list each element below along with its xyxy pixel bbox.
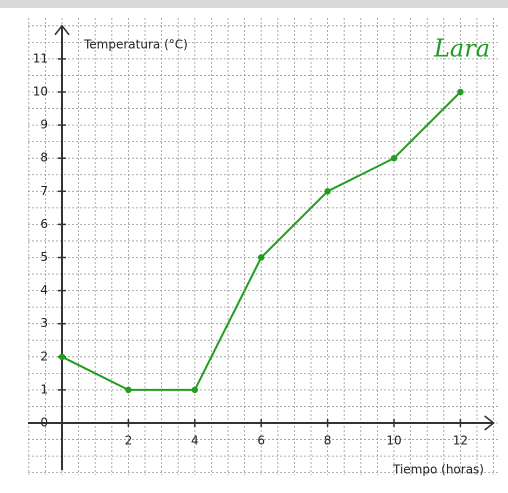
x-tick-label: 2 <box>125 434 133 448</box>
y-tick-label: 2 <box>40 349 48 363</box>
top-border <box>0 0 508 8</box>
y-tick-label: 3 <box>40 316 48 330</box>
y-tick-label: 8 <box>40 151 48 165</box>
y-tick-label: 5 <box>40 250 48 264</box>
point <box>390 155 398 162</box>
y-tick-label: 6 <box>40 217 48 231</box>
y-tick-label: 10 <box>33 85 48 99</box>
point <box>125 386 132 394</box>
x-tick-label: 10 <box>386 434 401 448</box>
x-axis-arrow <box>484 415 495 431</box>
x-tick-label: 6 <box>257 434 265 448</box>
point <box>258 254 265 261</box>
point <box>324 188 331 195</box>
y-tick-label: 4 <box>40 283 48 297</box>
point <box>457 88 464 96</box>
y-tick-label: 1 <box>40 382 48 396</box>
annotation: Lara <box>433 35 490 63</box>
point <box>191 386 198 394</box>
y-tick-label: 7 <box>40 184 48 198</box>
y-axis-arrow <box>54 24 70 36</box>
x-axis-label: Tiempo (horas) <box>392 463 484 477</box>
y-tick-label: 9 <box>40 118 48 132</box>
x-tick-label: 8 <box>324 434 332 448</box>
y-axis-label: Temperatura (°C) <box>83 38 188 52</box>
y-tick-label: 11 <box>33 51 48 65</box>
y-tick-label: 0 <box>40 416 48 430</box>
x-tick-label: 12 <box>453 434 468 448</box>
point <box>58 353 66 360</box>
x-tick-label: 4 <box>191 434 199 448</box>
